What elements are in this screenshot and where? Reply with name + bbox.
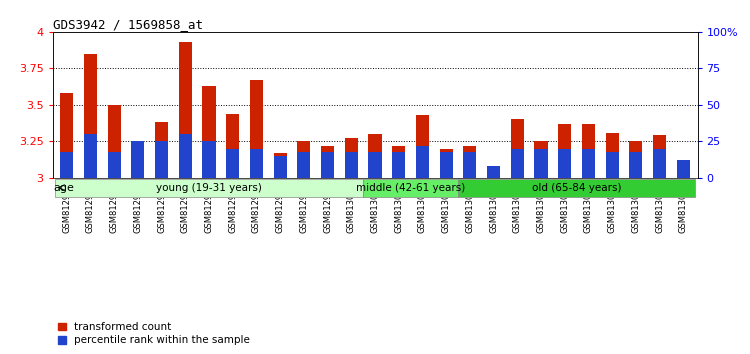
Bar xyxy=(558,124,572,178)
Bar xyxy=(297,152,310,178)
Bar xyxy=(676,160,690,178)
Bar xyxy=(605,152,619,178)
Bar xyxy=(345,138,358,178)
Bar xyxy=(108,105,121,178)
Bar xyxy=(250,149,263,178)
Bar xyxy=(131,152,145,178)
Bar xyxy=(345,152,358,178)
Bar xyxy=(558,149,572,178)
Bar xyxy=(84,134,97,178)
Bar xyxy=(84,54,97,178)
Bar xyxy=(108,152,121,178)
Bar xyxy=(392,152,405,178)
Bar xyxy=(440,149,453,178)
Bar xyxy=(226,114,239,178)
Bar xyxy=(582,149,595,178)
Bar xyxy=(321,152,334,178)
Bar xyxy=(392,146,405,178)
Bar xyxy=(676,172,690,178)
Text: age: age xyxy=(53,183,74,193)
Bar xyxy=(250,80,263,178)
Text: middle (42-61 years): middle (42-61 years) xyxy=(356,183,465,193)
Bar xyxy=(582,124,595,178)
Bar xyxy=(458,179,695,197)
Bar xyxy=(155,141,168,178)
Bar xyxy=(487,166,500,178)
Bar xyxy=(297,141,310,178)
Bar xyxy=(629,141,642,178)
Bar xyxy=(274,153,286,178)
Bar xyxy=(487,169,500,178)
Text: young (19-31 years): young (19-31 years) xyxy=(156,183,262,193)
Bar xyxy=(226,149,239,178)
Bar xyxy=(321,146,334,178)
Text: GDS3942 / 1569858_at: GDS3942 / 1569858_at xyxy=(53,18,202,31)
Bar xyxy=(535,141,548,178)
Bar xyxy=(416,146,429,178)
Bar xyxy=(368,134,382,178)
Text: old (65-84 years): old (65-84 years) xyxy=(532,183,621,193)
Bar xyxy=(274,156,286,178)
Bar xyxy=(629,152,642,178)
Bar xyxy=(202,141,215,178)
Bar xyxy=(363,179,458,197)
Bar xyxy=(178,134,192,178)
Bar xyxy=(653,136,666,178)
Bar xyxy=(464,152,476,178)
Bar xyxy=(464,146,476,178)
Legend: transformed count, percentile rank within the sample: transformed count, percentile rank withi… xyxy=(58,322,250,345)
Bar xyxy=(202,86,215,178)
Bar xyxy=(60,93,74,178)
Bar xyxy=(416,115,429,178)
Bar xyxy=(178,42,192,178)
Bar xyxy=(511,119,524,178)
Bar xyxy=(60,152,74,178)
Bar xyxy=(440,152,453,178)
Bar xyxy=(55,179,363,197)
Bar xyxy=(605,132,619,178)
Bar xyxy=(511,149,524,178)
Bar xyxy=(131,141,145,178)
Bar xyxy=(368,152,382,178)
Bar xyxy=(535,149,548,178)
Bar xyxy=(653,149,666,178)
Bar xyxy=(155,122,168,178)
